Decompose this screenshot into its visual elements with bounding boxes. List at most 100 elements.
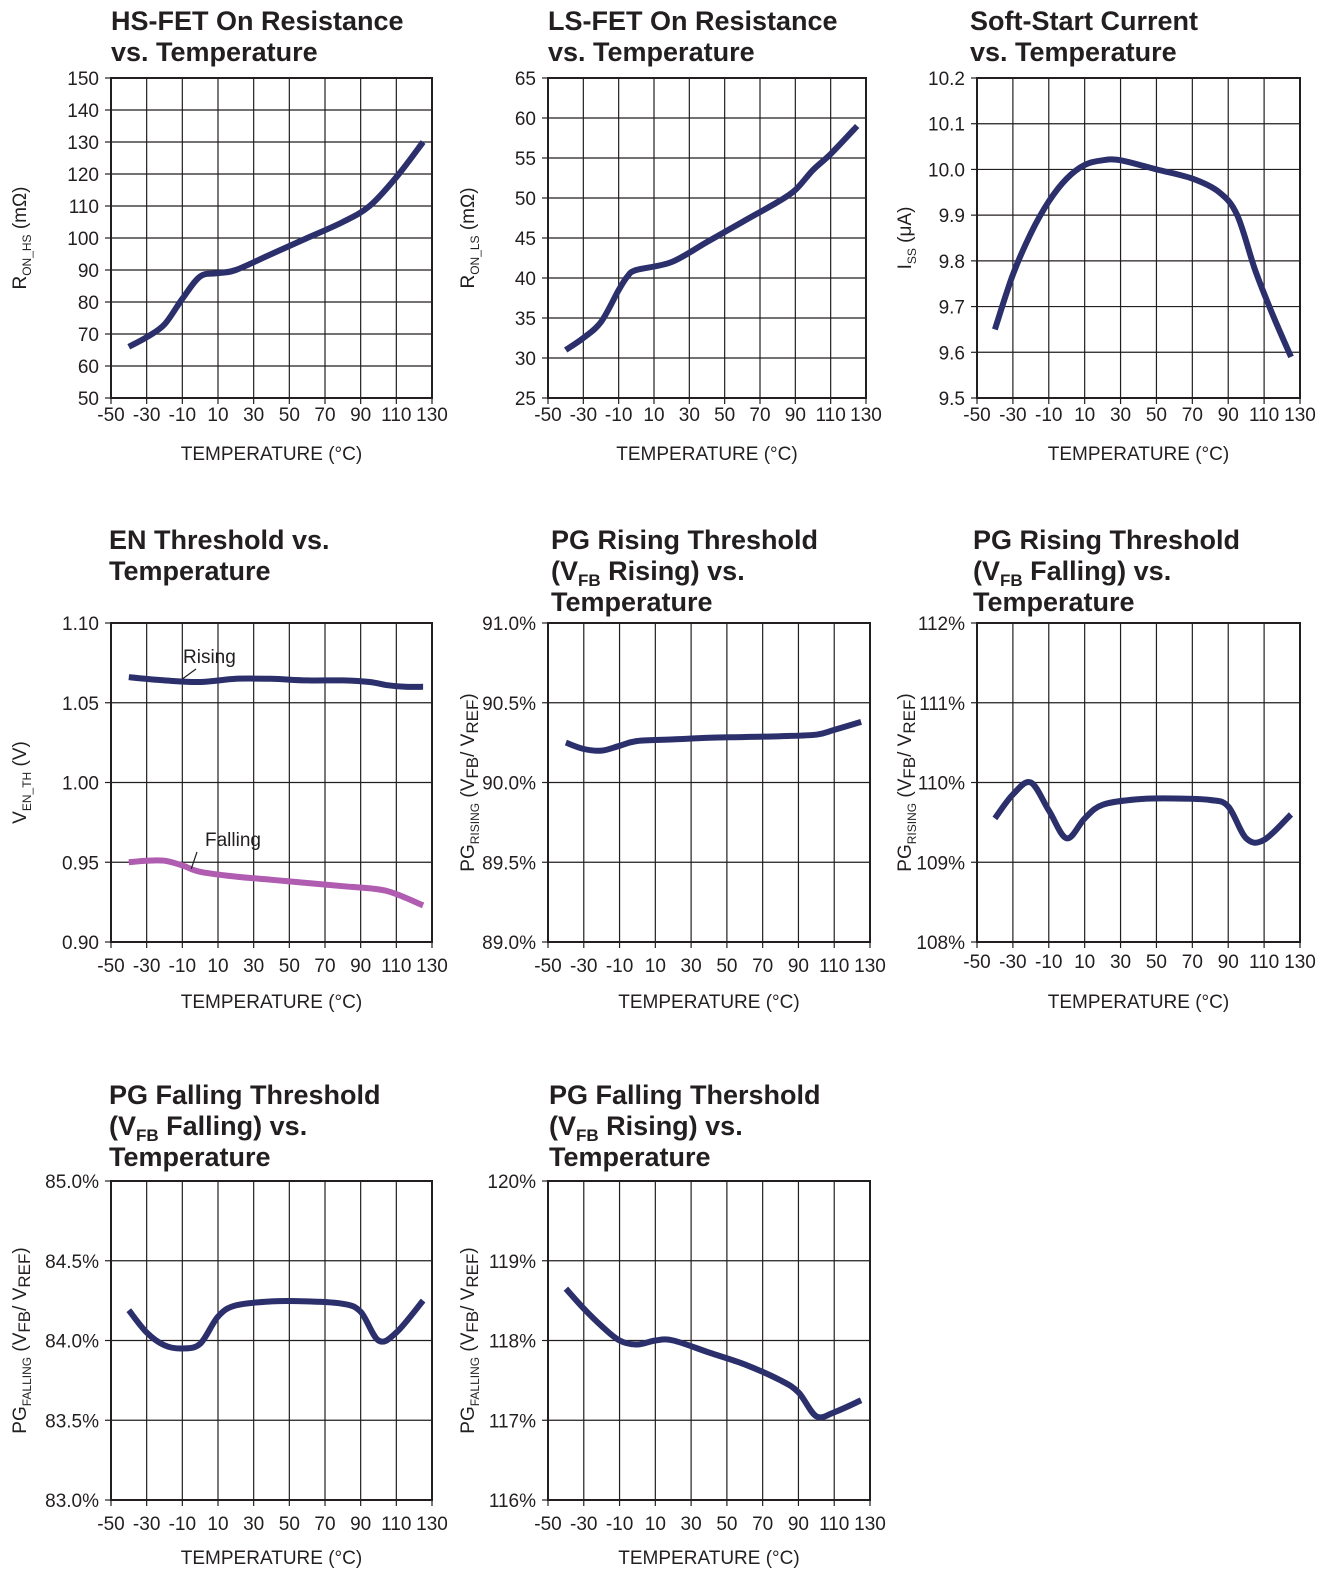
series-line xyxy=(563,123,860,353)
series-line xyxy=(127,140,426,350)
chart-pg-rising-vfb-falling: PG Rising Threshold(VFB Falling) vs.Temp… xyxy=(895,525,1316,1013)
x-tick-label: 10 xyxy=(207,956,228,977)
x-axis-label: TEMPERATURE (°C) xyxy=(618,1548,799,1569)
x-tick-label: 50 xyxy=(279,405,300,426)
y-tick-label: 9.7 xyxy=(939,298,965,319)
y-tick-label: 100 xyxy=(67,229,99,250)
x-tick-label: 10 xyxy=(1074,952,1095,973)
x-tick-label: 110 xyxy=(381,956,411,977)
x-tick-label: 110 xyxy=(819,1514,849,1535)
x-tick-label: 110 xyxy=(381,1514,411,1535)
y-axis-label: RON_LS (mΩ) xyxy=(458,187,482,288)
series-line-rising xyxy=(128,674,424,690)
y-tick-label: 108% xyxy=(916,933,965,954)
y-tick-label: 150 xyxy=(67,69,99,90)
chart-title-line: Temperature xyxy=(973,587,1135,617)
x-tick-label: -50 xyxy=(534,1514,561,1535)
x-tick-label: 50 xyxy=(279,1514,300,1535)
y-tick-label: 111% xyxy=(919,694,965,715)
y-tick-label: 116% xyxy=(489,1491,536,1512)
x-tick-label: -50 xyxy=(97,1514,124,1535)
y-tick-label: 55 xyxy=(515,149,536,170)
x-tick-label: 30 xyxy=(243,956,264,977)
x-tick-label: -30 xyxy=(570,405,597,426)
x-tick-label: -10 xyxy=(169,405,196,426)
y-tick-label: 112% xyxy=(918,614,965,635)
x-axis-label: TEMPERATURE (°C) xyxy=(1048,444,1229,465)
y-tick-label: 70 xyxy=(78,325,99,346)
series-annotation-falling: Falling xyxy=(205,830,261,851)
y-tick-label: 90 xyxy=(78,261,99,282)
chart-title-line: Temperature xyxy=(551,587,713,617)
chart-title-line: (VFB Falling) vs. xyxy=(109,1111,307,1145)
x-axis-label: TEMPERATURE (°C) xyxy=(181,444,362,465)
chart-title-line: (VFB Rising) vs. xyxy=(549,1111,743,1145)
x-tick-label: 10 xyxy=(207,405,228,426)
y-tick-label: 119% xyxy=(489,1252,536,1273)
x-tick-label: 90 xyxy=(1218,405,1239,426)
x-tick-label: -50 xyxy=(963,952,990,973)
x-tick-label: 50 xyxy=(1146,405,1167,426)
chart-pg-rising-vfb-rising: PG Rising Threshold(VFB Rising) vs.Tempe… xyxy=(458,525,886,1013)
y-tick-label: 90.0% xyxy=(482,774,536,795)
y-axis-label: PGFALLING (VFB/ VREF) xyxy=(458,1247,482,1433)
x-tick-label: 130 xyxy=(854,1514,886,1535)
chart-title-line: PG Rising Threshold xyxy=(551,525,818,555)
x-tick-label: 70 xyxy=(749,405,770,426)
x-tick-label: -10 xyxy=(606,956,633,977)
series-line xyxy=(992,779,1294,846)
y-tick-label: 120% xyxy=(487,1172,536,1193)
x-tick-label: -50 xyxy=(963,405,990,426)
x-tick-label: 50 xyxy=(716,1514,737,1535)
x-tick-label: 70 xyxy=(752,1514,773,1535)
y-tick-label: 83.5% xyxy=(45,1411,99,1432)
x-axis-label: TEMPERATURE (°C) xyxy=(618,992,799,1013)
chart-title-line: PG Falling Threshold xyxy=(109,1080,381,1110)
x-tick-label: 30 xyxy=(681,1514,702,1535)
y-tick-label: 0.90 xyxy=(62,933,99,954)
x-tick-label: -50 xyxy=(534,405,561,426)
y-tick-label: 110 xyxy=(69,197,99,218)
annotation-leader xyxy=(181,668,197,680)
chart-title-line: vs. Temperature xyxy=(970,37,1177,67)
x-tick-label: -30 xyxy=(133,956,160,977)
x-tick-label: 30 xyxy=(243,405,264,426)
y-tick-label: 91.0% xyxy=(482,614,536,635)
y-tick-label: 10.2 xyxy=(928,69,965,90)
y-axis-label: PGRISING (VFB/ VREF) xyxy=(895,693,919,871)
chart-title-line: EN Threshold vs. xyxy=(109,525,330,555)
chart-title-line: vs. Temperature xyxy=(548,37,755,67)
x-tick-label: 90 xyxy=(785,405,806,426)
series-line xyxy=(563,1286,863,1421)
x-tick-label: 110 xyxy=(1249,405,1279,426)
x-tick-label: 130 xyxy=(416,1514,448,1535)
y-tick-label: 140 xyxy=(67,101,99,122)
x-tick-label: 130 xyxy=(854,956,886,977)
y-tick-label: 109% xyxy=(916,853,965,874)
y-tick-label: 110% xyxy=(918,774,965,795)
y-tick-label: 1.10 xyxy=(62,614,99,635)
x-tick-label: 10 xyxy=(1074,405,1095,426)
y-axis-label: VEN_TH (V) xyxy=(10,741,34,824)
x-tick-label: 90 xyxy=(350,405,371,426)
y-tick-label: 120 xyxy=(67,165,99,186)
chart-pg-falling-vfb-falling: PG Falling Threshold(VFB Falling) vs.Tem… xyxy=(10,1080,448,1569)
x-tick-label: 90 xyxy=(1218,952,1239,973)
y-tick-label: 9.8 xyxy=(939,252,965,273)
x-tick-label: 10 xyxy=(645,1514,666,1535)
chart-title-line: PG Rising Threshold xyxy=(973,525,1240,555)
x-tick-label: 30 xyxy=(681,956,702,977)
y-tick-label: 117% xyxy=(489,1411,536,1432)
x-tick-label: -30 xyxy=(570,1514,597,1535)
chart-title-line: (VFB Rising) vs. xyxy=(551,556,745,590)
x-tick-label: 130 xyxy=(1284,952,1316,973)
y-tick-label: 83.0% xyxy=(45,1491,99,1512)
x-tick-label: 70 xyxy=(1182,952,1203,973)
x-tick-label: -10 xyxy=(606,1514,633,1535)
plot-frame xyxy=(976,77,1301,399)
x-tick-label: 70 xyxy=(314,1514,335,1535)
y-tick-label: 84.0% xyxy=(45,1332,99,1353)
x-tick-label: 90 xyxy=(350,1514,371,1535)
